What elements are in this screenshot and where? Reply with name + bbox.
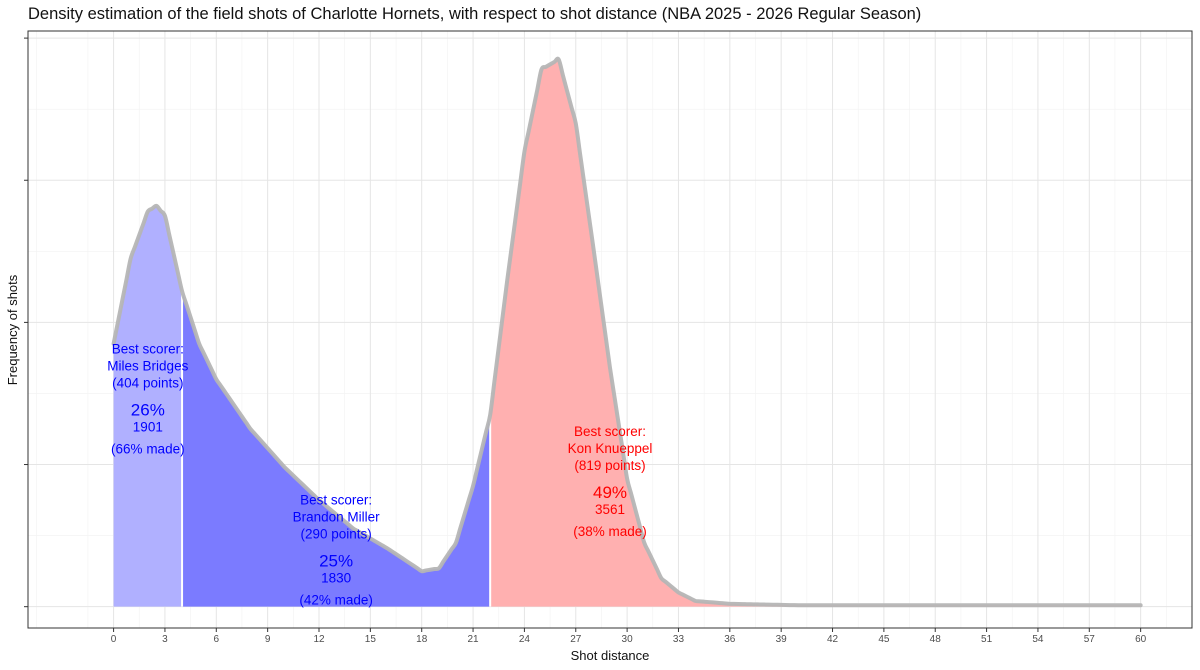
scorer-points-3: (819 points) xyxy=(574,458,645,473)
zone-area-1 xyxy=(113,205,183,607)
x-tick-label: 27 xyxy=(570,634,582,645)
scorer-heading-1: Best scorer: xyxy=(112,342,184,357)
x-tick-label: 9 xyxy=(265,634,271,645)
x-tick-label: 39 xyxy=(776,634,788,645)
scorer-points-2: (290 points) xyxy=(300,526,371,541)
zone-area-3 xyxy=(490,58,1141,607)
zone-percentage-3: 49% xyxy=(593,483,627,502)
scorer-heading-3: Best scorer: xyxy=(574,424,646,439)
zone-shot-count-1: 1901 xyxy=(133,420,163,435)
scorer-name-3: Kon Knueppel xyxy=(568,441,653,456)
x-tick-label: 12 xyxy=(313,634,325,645)
scorer-name-2: Brandon Miller xyxy=(293,509,381,524)
x-tick-label: 33 xyxy=(673,634,685,645)
x-axis-title: Shot distance xyxy=(571,648,650,663)
zone-shot-count-3: 3561 xyxy=(595,502,625,517)
scorer-name-1: Miles Bridges xyxy=(107,359,188,374)
x-tick-label: 21 xyxy=(467,634,479,645)
x-tick-label: 3 xyxy=(162,634,168,645)
density-curve xyxy=(111,56,1143,608)
x-tick-label: 24 xyxy=(519,634,531,645)
x-tick-label: 6 xyxy=(214,634,220,645)
x-tick-label: 51 xyxy=(981,634,993,645)
x-axis: 0 3 6 9 12 15 18 21 24 27 30 33 36 39 42 45 48 51 54 57 60 xyxy=(111,628,1147,645)
zone-made-rate-3: (38% made) xyxy=(573,524,647,539)
zone-percentage-2: 25% xyxy=(319,551,353,570)
x-tick-label: 48 xyxy=(930,634,942,645)
y-axis xyxy=(24,37,28,608)
y-axis-title: Frequency of shots xyxy=(5,274,20,385)
zone-made-rate-1: (66% made) xyxy=(111,442,185,457)
zone-shot-count-2: 1830 xyxy=(321,570,351,585)
scorer-heading-2: Best scorer: xyxy=(300,492,372,507)
plot-border xyxy=(27,30,1193,629)
x-tick-label: 57 xyxy=(1084,634,1096,645)
zone-area-2 xyxy=(182,291,491,607)
x-tick-label: 42 xyxy=(827,634,839,645)
x-tick-label: 0 xyxy=(111,634,117,645)
x-tick-label: 60 xyxy=(1135,634,1147,645)
x-tick-label: 45 xyxy=(878,634,890,645)
zone-annotations: Best scorer: Miles Bridges (404 points) 26%… xyxy=(107,342,652,608)
x-tick-label: 36 xyxy=(724,634,736,645)
zone-percentage-1: 26% xyxy=(131,401,165,420)
zone-made-rate-2: (42% made) xyxy=(299,592,373,607)
x-tick-label: 18 xyxy=(416,634,428,645)
chart-title: Density estimation of the field shots of… xyxy=(28,5,921,23)
x-tick-label: 15 xyxy=(365,634,377,645)
scorer-points-1: (404 points) xyxy=(112,376,183,391)
x-tick-label: 54 xyxy=(1032,634,1044,645)
x-tick-label: 30 xyxy=(622,634,634,645)
density-zones xyxy=(113,58,1141,607)
